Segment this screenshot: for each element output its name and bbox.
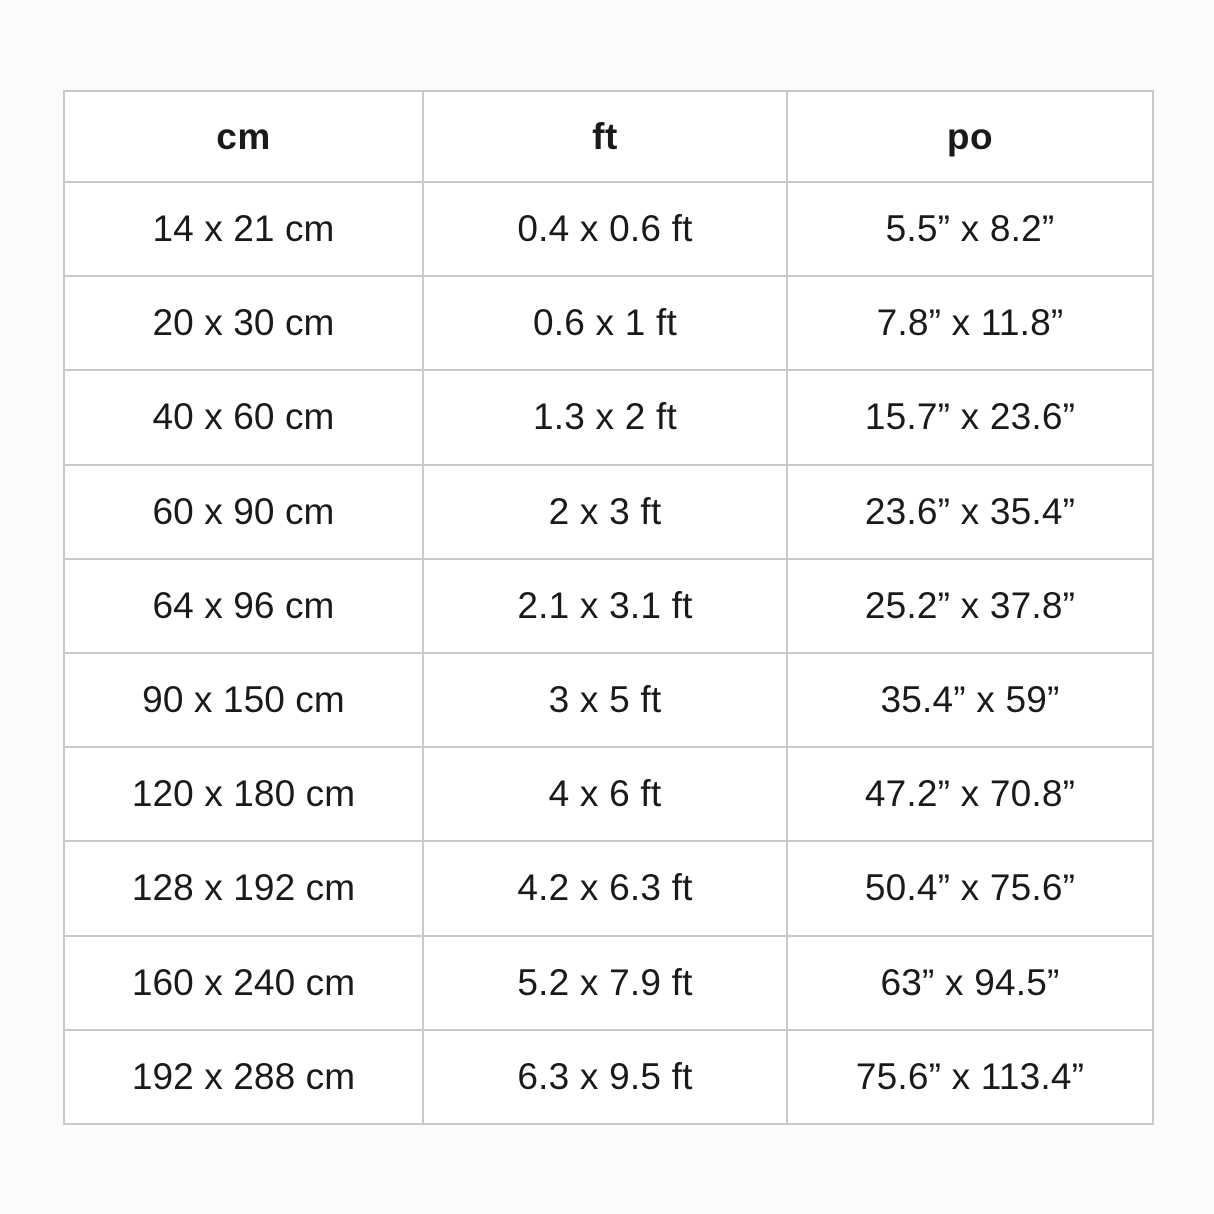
- table-cell-cm: 20 x 30 cm: [63, 275, 424, 372]
- table-cell-cm: 64 x 96 cm: [63, 557, 424, 654]
- table-cell-cm: 120 x 180 cm: [63, 746, 424, 843]
- table-cell-po: 75.6” x 113.4”: [786, 1028, 1154, 1126]
- table-cell-ft: 2.1 x 3.1 ft: [422, 557, 788, 654]
- table-cell-po: 5.5” x 8.2”: [786, 180, 1154, 278]
- table-row: 40 x 60 cm 1.3 x 2 ft 15.7” x 23.6”: [63, 369, 1154, 466]
- column-header-po: po: [786, 90, 1154, 183]
- table-cell-po: 15.7” x 23.6”: [786, 369, 1154, 466]
- table-row: 90 x 150 cm 3 x 5 ft 35.4” x 59”: [63, 651, 1154, 749]
- table-cell-cm: 160 x 240 cm: [63, 934, 424, 1031]
- table-row: 20 x 30 cm 0.6 x 1 ft 7.8” x 11.8”: [63, 275, 1154, 372]
- table-cell-cm: 128 x 192 cm: [63, 840, 424, 937]
- table-row: 64 x 96 cm 2.1 x 3.1 ft 25.2” x 37.8”: [63, 557, 1154, 654]
- table-cell-po: 47.2” x 70.8”: [786, 746, 1154, 843]
- table-row: 120 x 180 cm 4 x 6 ft 47.2” x 70.8”: [63, 746, 1154, 843]
- table-cell-po: 25.2” x 37.8”: [786, 557, 1154, 654]
- table-cell-ft: 3 x 5 ft: [422, 651, 788, 749]
- table-cell-po: 35.4” x 59”: [786, 651, 1154, 749]
- table-cell-ft: 0.6 x 1 ft: [422, 275, 788, 372]
- table-cell-po: 63” x 94.5”: [786, 934, 1154, 1031]
- table-cell-po: 23.6” x 35.4”: [786, 463, 1154, 560]
- table-cell-ft: 2 x 3 ft: [422, 463, 788, 560]
- table-header: cm ft po: [63, 90, 1154, 183]
- table-cell-ft: 4.2 x 6.3 ft: [422, 840, 788, 937]
- table-cell-ft: 4 x 6 ft: [422, 746, 788, 843]
- table-cell-cm: 60 x 90 cm: [63, 463, 424, 560]
- table-cell-ft: 1.3 x 2 ft: [422, 369, 788, 466]
- size-conversion-table: cm ft po 14 x 21 cm 0.4 x 0.6 ft 5.5” x 8.…: [63, 90, 1154, 1126]
- column-header-ft: ft: [422, 90, 788, 183]
- table-cell-cm: 14 x 21 cm: [63, 180, 424, 278]
- table-cell-ft: 5.2 x 7.9 ft: [422, 934, 788, 1031]
- table-body: 14 x 21 cm 0.4 x 0.6 ft 5.5” x 8.2” 20 x 30…: [63, 180, 1154, 1126]
- table-row: 14 x 21 cm 0.4 x 0.6 ft 5.5” x 8.2”: [63, 180, 1154, 278]
- table-cell-po: 50.4” x 75.6”: [786, 840, 1154, 937]
- table-cell-cm: 40 x 60 cm: [63, 369, 424, 466]
- table-cell-cm: 90 x 150 cm: [63, 651, 424, 749]
- table-cell-cm: 192 x 288 cm: [63, 1028, 424, 1126]
- table-cell-ft: 0.4 x 0.6 ft: [422, 180, 788, 278]
- table-header-row: cm ft po: [63, 90, 1154, 183]
- table-row: 60 x 90 cm 2 x 3 ft 23.6” x 35.4”: [63, 463, 1154, 560]
- table-row: 160 x 240 cm 5.2 x 7.9 ft 63” x 94.5”: [63, 934, 1154, 1031]
- table-row: 192 x 288 cm 6.3 x 9.5 ft 75.6” x 113.4”: [63, 1028, 1154, 1126]
- table-cell-ft: 6.3 x 9.5 ft: [422, 1028, 788, 1126]
- column-header-cm: cm: [63, 90, 424, 183]
- table-cell-po: 7.8” x 11.8”: [786, 275, 1154, 372]
- table-row: 128 x 192 cm 4.2 x 6.3 ft 50.4” x 75.6”: [63, 840, 1154, 937]
